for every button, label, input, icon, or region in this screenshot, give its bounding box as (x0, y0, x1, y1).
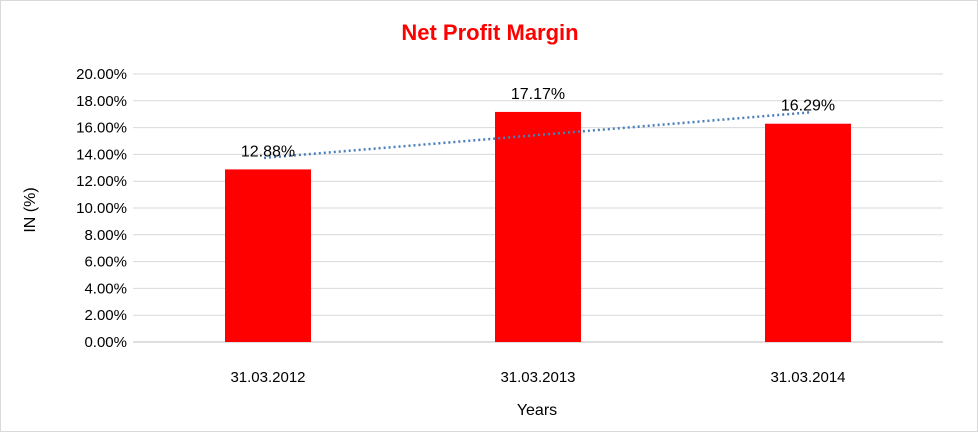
y-tick-label: 20.00% (76, 66, 127, 83)
y-tick-label: 4.00% (84, 280, 127, 297)
y-tick-label: 16.00% (76, 120, 127, 137)
bar (495, 111, 581, 342)
y-tick-label: 18.00% (76, 93, 127, 110)
y-axis-label: IN (%) (22, 187, 39, 232)
data-label: 17.17% (511, 86, 565, 103)
trendline-line (263, 110, 813, 160)
y-tick-label: 6.00% (84, 254, 127, 271)
trendline (263, 110, 813, 160)
y-axis-ticks: 0.00% 2.00% 4.00% 6.00% 8.00% 10.00% 12.00% 14.… (76, 66, 127, 351)
y-tick-label: 14.00% (76, 146, 127, 163)
data-labels: 12.88% 17.17% 16.29% (241, 86, 835, 160)
x-axis-ticks: 31.03.2012 31.03.2013 31.03.2014 (230, 369, 845, 386)
y-tick-label: 0.00% (84, 334, 127, 351)
x-tick-label: 31.03.2012 (230, 369, 305, 386)
data-label: 12.88% (241, 143, 295, 160)
data-label: 16.29% (781, 98, 835, 115)
x-tick-label: 31.03.2013 (500, 369, 575, 386)
bar (765, 123, 851, 343)
y-tick-label: 12.00% (76, 173, 127, 190)
y-tick-label: 2.00% (84, 307, 127, 324)
x-axis-label: Years (517, 402, 557, 419)
y-tick-label: 8.00% (84, 227, 127, 244)
bar (225, 169, 311, 342)
x-tick-label: 31.03.2014 (770, 369, 845, 386)
bars (225, 111, 851, 343)
y-tick-label: 10.00% (76, 200, 127, 217)
chart-title: Net Profit Margin (401, 20, 578, 45)
